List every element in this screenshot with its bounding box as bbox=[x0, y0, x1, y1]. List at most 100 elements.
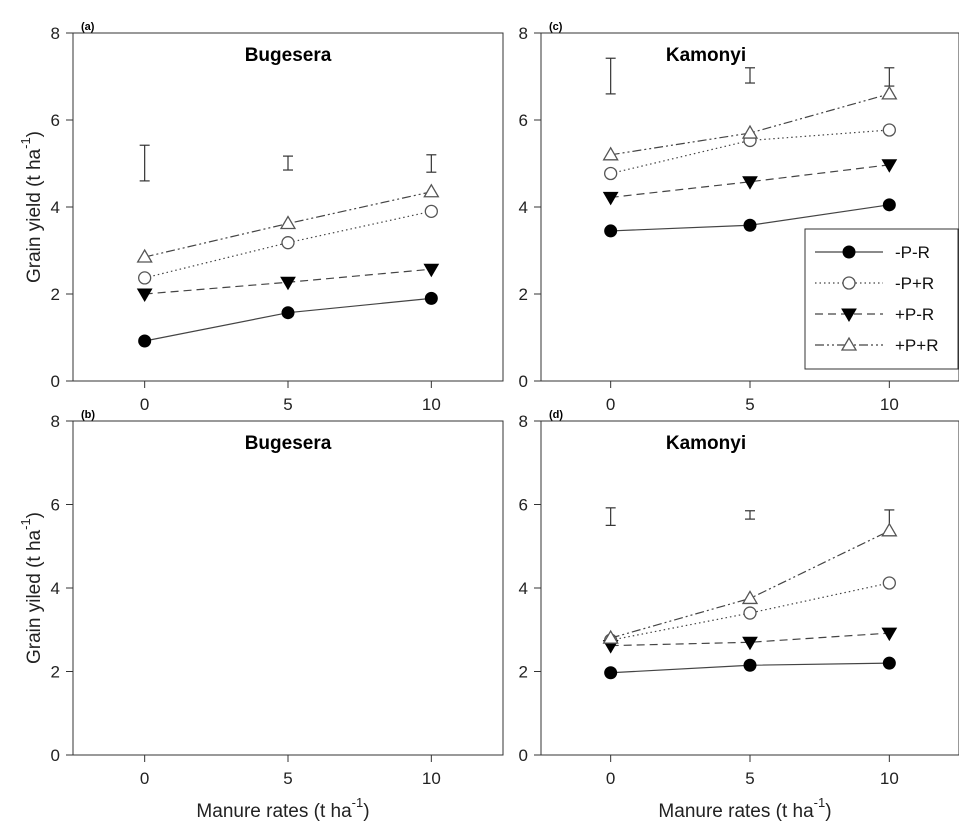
x-tick-label: 0 bbox=[140, 395, 149, 414]
y-tick-label: 6 bbox=[519, 496, 528, 515]
y-tick-label: 2 bbox=[51, 663, 60, 682]
x-tick-label: 5 bbox=[283, 769, 292, 788]
data-point bbox=[742, 176, 758, 190]
x-tick-label: 0 bbox=[140, 769, 149, 788]
data-point bbox=[741, 590, 759, 605]
x-tick-label: 5 bbox=[745, 769, 754, 788]
legend-label: -P-R bbox=[895, 243, 930, 262]
legend-label: +P+R bbox=[895, 336, 938, 355]
data-point bbox=[138, 271, 152, 285]
series-minusPminusR bbox=[604, 656, 896, 680]
data-point bbox=[882, 123, 896, 137]
data-point bbox=[138, 334, 152, 348]
data-point bbox=[604, 166, 618, 181]
series-minusPminusR bbox=[138, 291, 438, 348]
x-tick-label: 0 bbox=[606, 769, 615, 788]
series-plusPminusR bbox=[136, 263, 440, 302]
panel-b: 0 2 4 6 8 0 5 10 (b) Bugesera Grain yiled (t ha-1)… bbox=[18, 409, 504, 822]
data-point bbox=[423, 263, 440, 278]
x-axis-label: Manure rates (t ha-1) bbox=[196, 795, 369, 822]
y-tick-label: 4 bbox=[51, 198, 60, 217]
data-point bbox=[882, 198, 896, 212]
legend-marker bbox=[842, 276, 856, 290]
data-point bbox=[281, 306, 295, 320]
data-point bbox=[602, 629, 619, 644]
error-bar bbox=[605, 507, 616, 526]
x-tick-label: 5 bbox=[283, 395, 292, 414]
data-point bbox=[280, 276, 296, 291]
x-tick-label: 10 bbox=[880, 395, 899, 414]
panel-c: 0 2 4 6 8 0 5 10 (c) Kamonyi -P-R -P+R +P-R +P+R bbox=[519, 21, 959, 414]
data-point bbox=[604, 666, 618, 680]
panel-d: 0 2 4 6 8 0 5 10 (d) Kamonyi Manure rates (t ha-1) bbox=[519, 409, 959, 822]
x-tick-label: 0 bbox=[606, 395, 615, 414]
series-minusPminusR bbox=[604, 198, 896, 238]
y-tick-label: 6 bbox=[519, 111, 528, 130]
data-point bbox=[602, 191, 619, 206]
panel-label: (b) bbox=[81, 409, 95, 421]
panel-a: 0 2 4 6 8 0 5 10 (a) Bugesera Grain yield (t ha-1) bbox=[18, 21, 504, 414]
y-tick-label: 4 bbox=[51, 579, 60, 598]
data-point bbox=[423, 183, 440, 198]
series-line bbox=[610, 530, 890, 639]
data-point bbox=[881, 159, 898, 173]
y-tick-label: 4 bbox=[519, 579, 528, 598]
y-tick-label: 0 bbox=[51, 372, 60, 391]
data-point bbox=[136, 288, 153, 302]
y-tick-label: 0 bbox=[519, 746, 528, 765]
plot-frame bbox=[540, 420, 959, 756]
y-tick-label: 8 bbox=[519, 412, 528, 431]
series-line bbox=[144, 191, 432, 258]
data-point bbox=[743, 606, 757, 620]
data-point bbox=[743, 218, 757, 232]
y-tick-label: 0 bbox=[519, 372, 528, 391]
panel-label: (a) bbox=[81, 21, 95, 33]
series-plusPplusR bbox=[602, 522, 898, 644]
series-line bbox=[610, 164, 890, 199]
y-tick-label: 6 bbox=[51, 111, 60, 130]
y-axis-label: Grain yield (t ha-1) bbox=[18, 131, 45, 283]
legend-marker bbox=[840, 336, 858, 351]
panel-title: Kamonyi bbox=[666, 433, 746, 454]
series-plusPminusR bbox=[602, 159, 898, 206]
series-plusPplusR bbox=[136, 183, 440, 263]
legend-marker bbox=[842, 245, 856, 259]
series-minusPplusR bbox=[138, 204, 438, 285]
data-point bbox=[424, 204, 438, 219]
series-line bbox=[610, 632, 890, 647]
data-point bbox=[604, 224, 618, 238]
data-point bbox=[882, 576, 896, 590]
legend-label: +P-R bbox=[895, 305, 934, 324]
y-axis-label: Grain yiled (t ha-1) bbox=[18, 512, 45, 664]
series-plusPplusR bbox=[602, 85, 898, 161]
plot-frame bbox=[72, 420, 504, 756]
x-axis-label: Manure rates (t ha-1) bbox=[658, 795, 831, 822]
panel-label: (c) bbox=[549, 21, 563, 33]
y-tick-label: 4 bbox=[519, 198, 528, 217]
error-bar bbox=[745, 67, 755, 84]
error-bar bbox=[605, 57, 616, 95]
y-tick-label: 8 bbox=[519, 24, 528, 43]
y-tick-label: 2 bbox=[51, 285, 60, 304]
data-point bbox=[279, 215, 297, 230]
panel-title: Bugesera bbox=[245, 45, 332, 66]
y-tick-label: 8 bbox=[51, 24, 60, 43]
panel-title: Bugesera bbox=[245, 433, 332, 454]
y-tick-label: 0 bbox=[51, 746, 60, 765]
data-point bbox=[602, 146, 619, 161]
error-bar bbox=[426, 154, 437, 173]
data-point bbox=[881, 85, 898, 100]
y-tick-label: 6 bbox=[51, 496, 60, 515]
error-bar bbox=[884, 67, 895, 87]
data-point bbox=[743, 658, 757, 672]
y-tick-label: 2 bbox=[519, 285, 528, 304]
error-bar bbox=[139, 144, 150, 182]
x-tick-label: 10 bbox=[422, 395, 441, 414]
data-point bbox=[881, 627, 898, 642]
series-line bbox=[144, 297, 432, 342]
y-tick-label: 8 bbox=[51, 412, 60, 431]
x-tick-label: 5 bbox=[745, 395, 754, 414]
data-point bbox=[881, 522, 898, 537]
plot-frame bbox=[72, 32, 504, 382]
